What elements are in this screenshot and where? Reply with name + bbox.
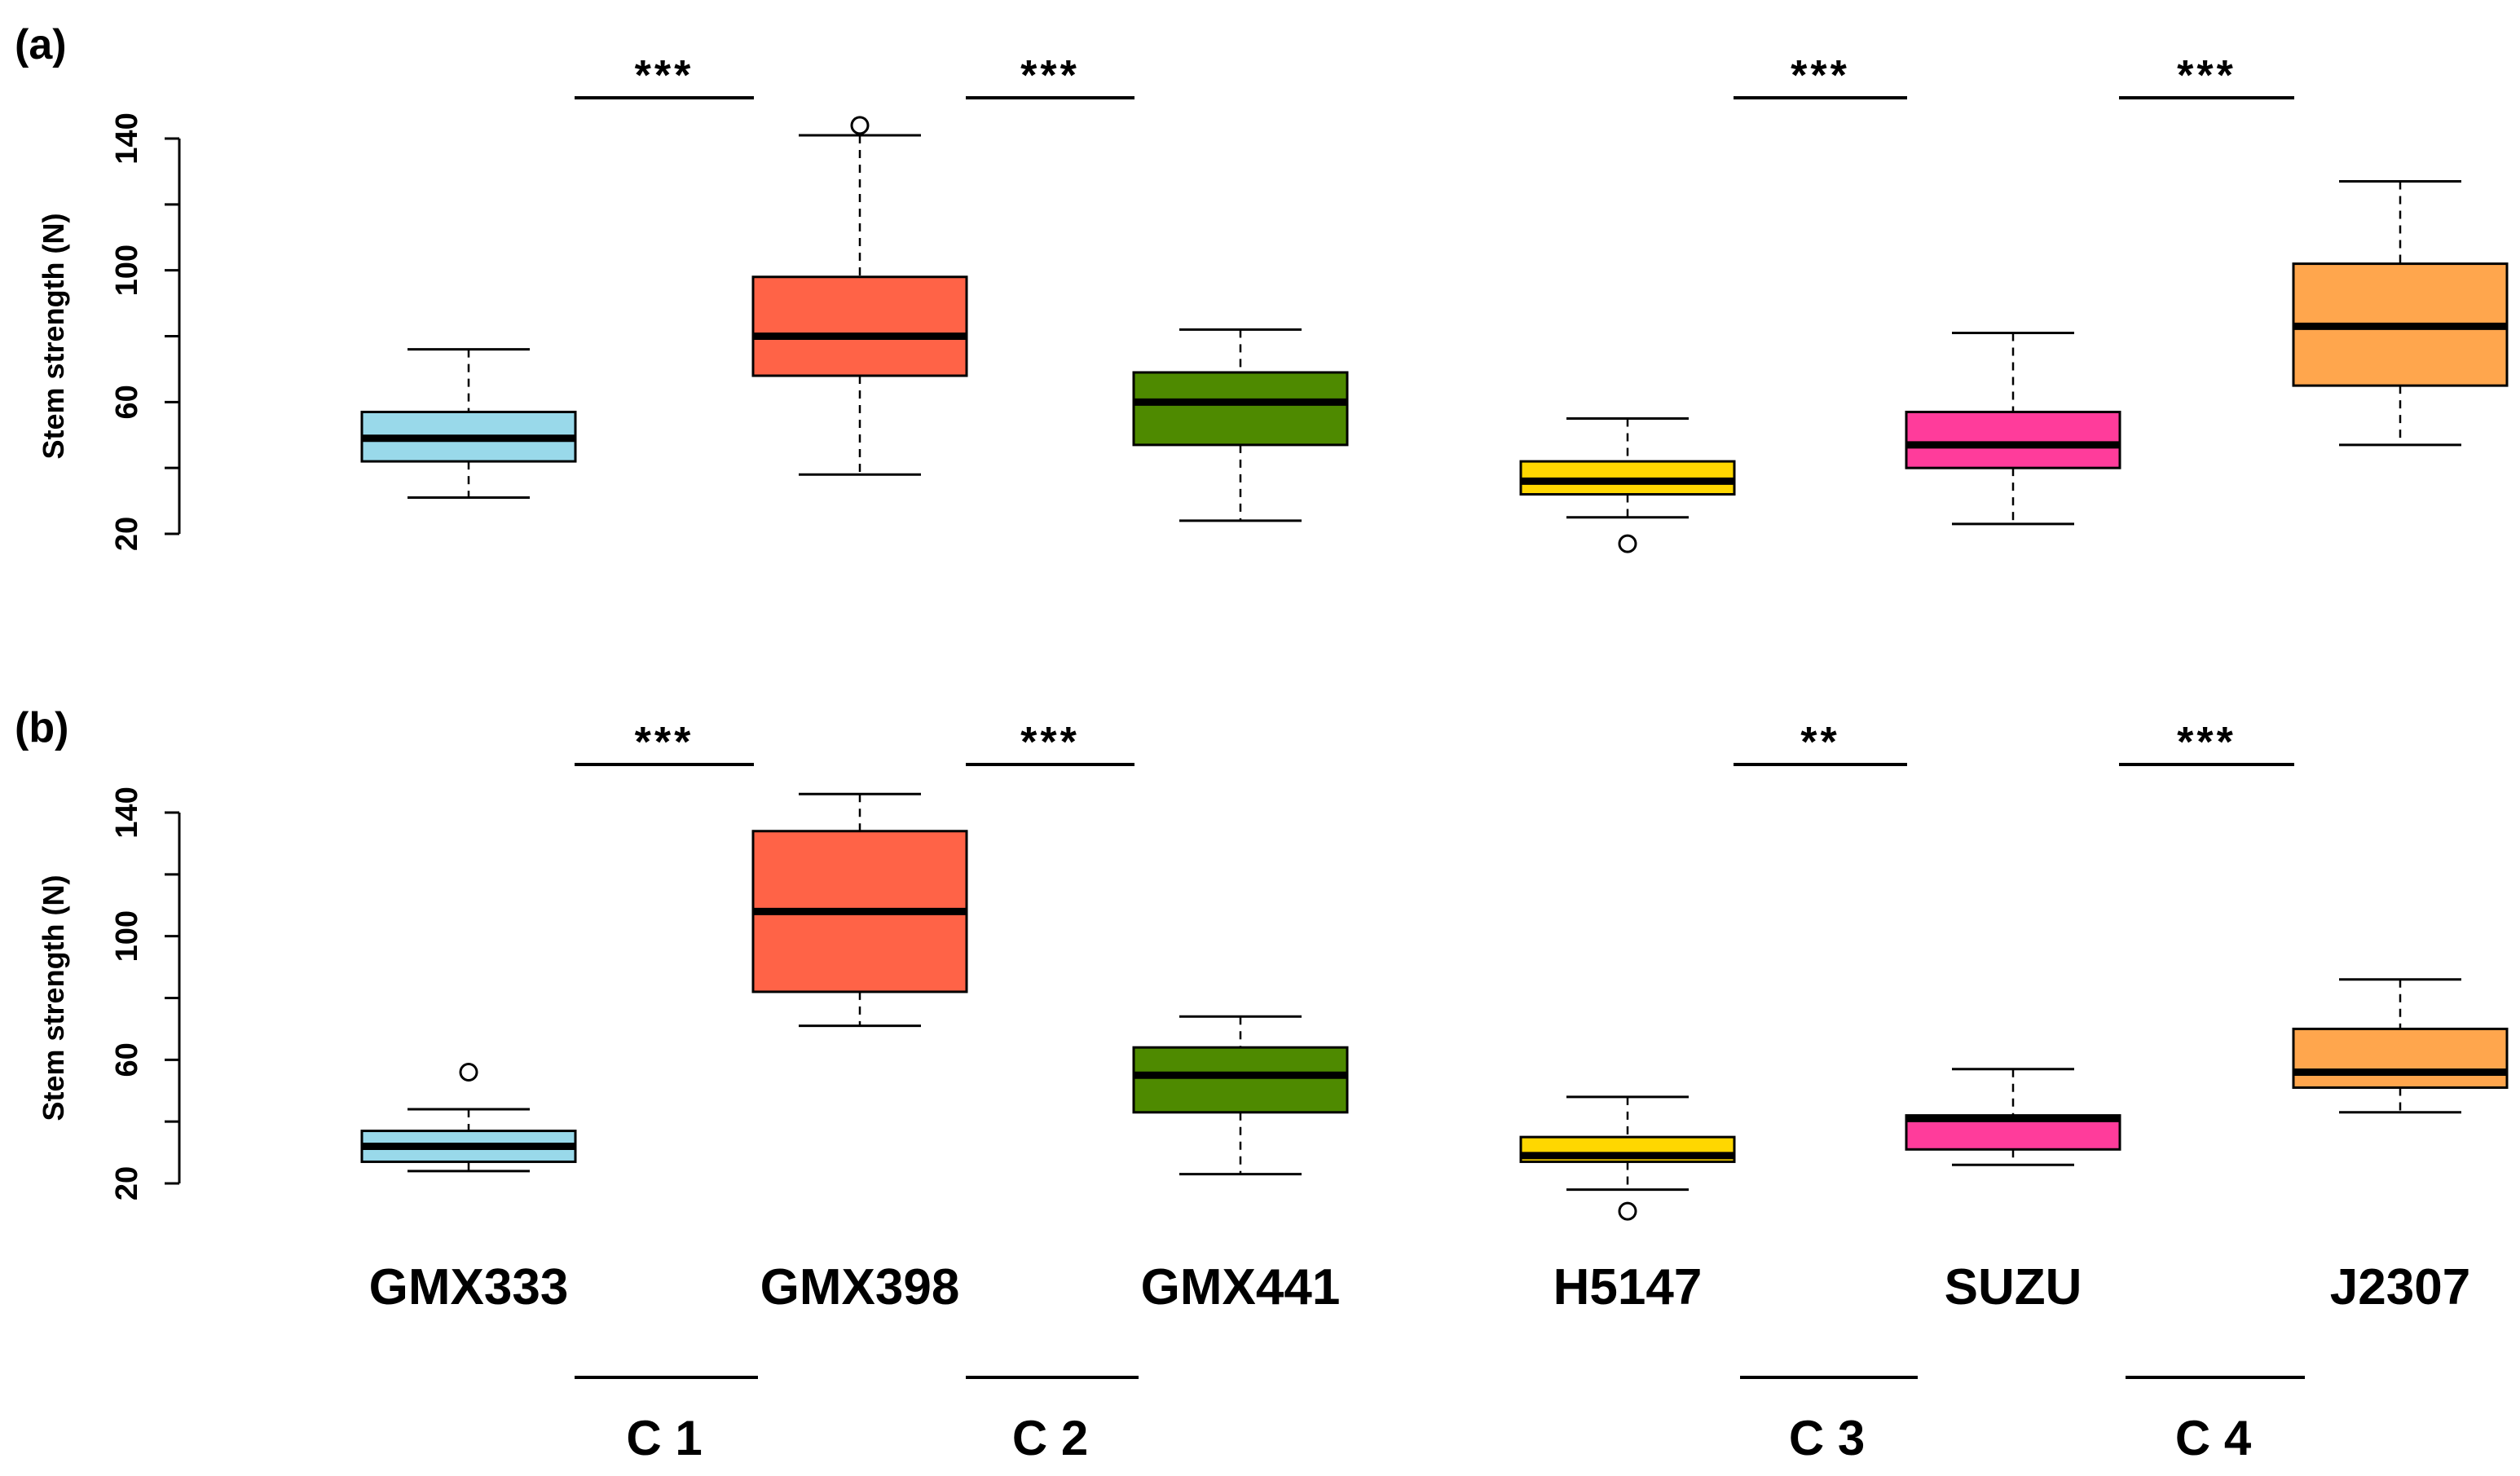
box-gmx333 — [360, 1063, 577, 1173]
outlier-point — [1618, 1201, 1637, 1221]
iqr-box — [2292, 1027, 2509, 1089]
category-label-suzu: SUZU — [1945, 1259, 2082, 1315]
iqr-box — [1132, 371, 1349, 447]
box-suzu — [1905, 331, 2121, 526]
cross-label: C 1 — [626, 1411, 702, 1465]
y-axis-label: Stem strength (N) — [37, 213, 70, 459]
box-gmx333 — [360, 348, 577, 500]
category-label-gmx398: GMX398 — [760, 1259, 960, 1315]
box-gmx441 — [1132, 1015, 1349, 1176]
y-tick-label: 20 — [110, 517, 144, 551]
y-axis-label: Stem strength (N) — [37, 875, 70, 1121]
significance-label: *** — [2177, 719, 2236, 766]
category-label-h5147: H5147 — [1553, 1259, 1703, 1315]
cross-label: C 2 — [1012, 1411, 1088, 1465]
category-label-gmx333: GMX333 — [369, 1259, 569, 1315]
panel-a: (a) Stem strength (N) 20 60 100 140 *** *** *** *… — [15, 21, 2509, 553]
box-j2307 — [2292, 978, 2509, 1114]
cross-label: C 4 — [2175, 1411, 2252, 1465]
category-label-gmx441: GMX441 — [1141, 1259, 1341, 1315]
significance-label: *** — [1791, 52, 1850, 99]
y-tick-label: 60 — [110, 385, 144, 419]
category-label-j2307: J2307 — [2330, 1259, 2470, 1315]
y-tick-label: 60 — [110, 1042, 144, 1077]
box-gmx441 — [1132, 328, 1349, 522]
significance-label: ** — [1800, 719, 1839, 766]
significance-label: *** — [1020, 52, 1080, 99]
iqr-box — [1905, 410, 2121, 469]
panel-label: (a) — [15, 21, 67, 68]
y-tick-label: 140 — [110, 112, 144, 164]
y-tick-label: 20 — [110, 1166, 144, 1201]
panel-label: (b) — [15, 704, 68, 751]
outlier-point — [850, 116, 870, 135]
significance-label: *** — [635, 52, 694, 99]
y-tick-label: 140 — [110, 786, 144, 838]
significance-label: *** — [635, 719, 694, 766]
significance-label: *** — [1020, 719, 1080, 766]
y-tick-label: 100 — [110, 910, 144, 962]
box-h5147 — [1519, 1095, 1736, 1221]
iqr-box — [751, 275, 968, 377]
outlier-point — [459, 1063, 478, 1082]
box-gmx398 — [751, 116, 968, 476]
box-j2307 — [2292, 180, 2509, 447]
box-gmx398 — [751, 792, 968, 1028]
outlier-point — [1618, 534, 1637, 553]
significance-label: *** — [2177, 52, 2236, 99]
y-tick-label: 100 — [110, 245, 144, 296]
box-h5147 — [1519, 417, 1736, 553]
cross-label: C 3 — [1789, 1411, 1865, 1465]
box-suzu — [1905, 1068, 2121, 1166]
iqr-box — [1132, 1046, 1349, 1114]
